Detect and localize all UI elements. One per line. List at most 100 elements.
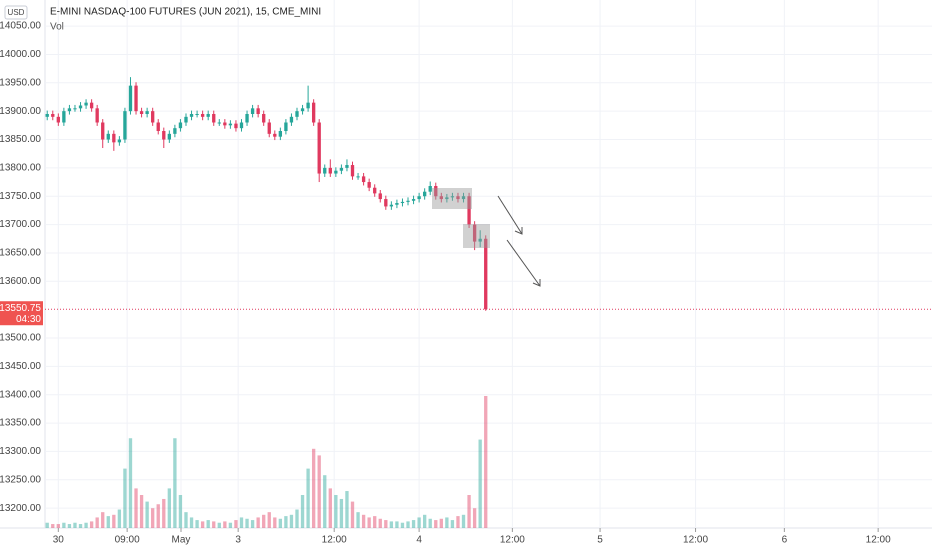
y-tick-label: 13350.00 (0, 418, 41, 429)
highlight-box (463, 224, 490, 248)
y-tick-label: 13700.00 (0, 219, 41, 230)
volume-bar (295, 509, 299, 528)
y-tick-label: 13800.00 (0, 163, 41, 174)
candle-body (400, 201, 405, 204)
candle-body (200, 113, 205, 117)
volume-bar (178, 495, 183, 528)
volume-bar (395, 521, 399, 528)
volume-bar (217, 522, 221, 528)
x-tick-label: 6 (782, 535, 788, 546)
volume-bar (134, 488, 138, 528)
candle-body (423, 191, 427, 197)
candle-body (361, 176, 366, 183)
candle-body (367, 182, 371, 188)
volume-bar (339, 498, 344, 528)
volume-bar (328, 488, 332, 528)
candle-body (78, 105, 83, 109)
volume-bar (234, 520, 238, 528)
volume-bar (311, 448, 316, 528)
candle-body (89, 102, 94, 109)
candle-body (239, 122, 244, 129)
volume-bar (450, 520, 455, 528)
volume-bar (400, 522, 405, 528)
volume-bar (289, 514, 294, 528)
candle-body (439, 196, 443, 200)
y-tick-label: 14050.00 (0, 21, 41, 32)
volume-bar (461, 514, 466, 528)
candle-body (467, 196, 471, 225)
candle-body (456, 196, 460, 200)
y-tick-label: 13600.00 (0, 276, 41, 287)
x-tick-label: 30 (53, 535, 65, 546)
y-tick-label: 13750.00 (0, 191, 41, 202)
volume-bar (284, 516, 288, 528)
volume-bar (151, 508, 155, 528)
y-tick-label: 13850.00 (0, 134, 41, 145)
volume-bar (228, 522, 233, 528)
volume-bar (123, 468, 127, 528)
volume-bar (256, 517, 260, 528)
volume-bar (139, 495, 144, 528)
volume-bar (117, 509, 122, 528)
last-price-tag (0, 301, 43, 326)
candle-body (134, 85, 138, 112)
candle-body (101, 122, 105, 140)
candle-body (428, 186, 432, 192)
candle-body (384, 199, 388, 207)
volume-bar (317, 455, 321, 528)
candle-body (62, 111, 66, 123)
candle-body (162, 131, 166, 140)
volume-bar (434, 520, 438, 528)
candle-body (378, 193, 382, 200)
volume-bar (84, 522, 88, 528)
volume-bar (334, 495, 338, 528)
candle-body (395, 203, 399, 205)
candle-body (106, 133, 110, 140)
volume-bar (245, 518, 249, 528)
indicator-label: Vol (50, 22, 64, 33)
candle-body (139, 111, 144, 114)
volume-bar (239, 517, 244, 528)
volume-bar (350, 501, 355, 528)
volume-bar (45, 522, 49, 528)
candle-body (478, 238, 482, 242)
volume-bar (67, 524, 72, 528)
candle-body (273, 133, 277, 137)
volume-bar (439, 518, 443, 528)
candle-body (156, 122, 160, 132)
volume-bar (56, 524, 60, 528)
candle-body (345, 165, 349, 168)
candle-body (334, 170, 338, 174)
volume-bar (378, 518, 382, 528)
volume-bar (361, 514, 366, 528)
volume-bar (184, 512, 188, 528)
y-tick-label: 13250.00 (0, 474, 41, 485)
volume-bar (467, 495, 471, 528)
candle-body (128, 85, 133, 112)
candle-body (317, 122, 321, 174)
volume-bar (384, 520, 388, 528)
volume-bar (300, 495, 305, 528)
volume-bar (51, 524, 55, 528)
candle-body (289, 116, 294, 123)
candle-body (178, 122, 183, 129)
axis-labels: 13200.00 13250.00 13300.00 13350.00 13400.00… (0, 21, 932, 546)
y-tick-label: 13200.00 (0, 503, 41, 514)
volume-bar (267, 512, 271, 528)
currency-box[interactable] (4, 5, 28, 20)
candle-body (212, 113, 216, 123)
candle-body (406, 200, 410, 202)
y-tick-label: 13950.00 (0, 77, 41, 88)
candle-body (256, 108, 260, 114)
candle-body (328, 167, 332, 174)
candle-body (184, 116, 188, 123)
volume-bar (167, 488, 172, 528)
last-price-label: 13550.75 (0, 303, 41, 314)
y-tick-label: 14000.00 (0, 49, 41, 60)
grid (45, 0, 932, 528)
volume-bar (323, 475, 327, 528)
candle-body (472, 224, 477, 242)
volume-bar (101, 512, 105, 528)
